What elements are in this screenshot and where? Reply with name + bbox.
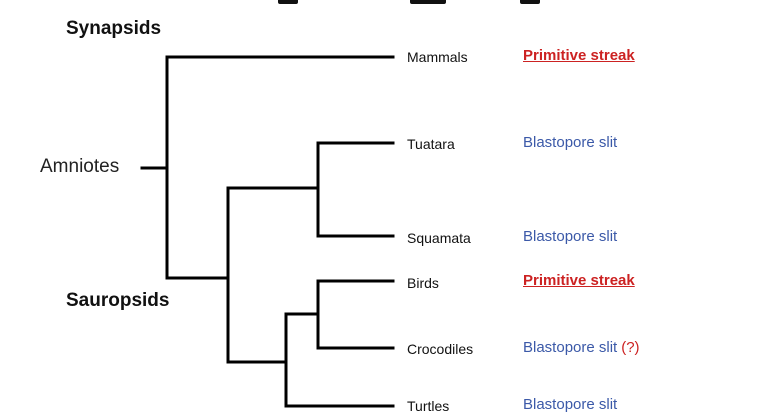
taxon-mammals: Mammals bbox=[407, 49, 468, 65]
mode-turtles: Blastopore slit bbox=[523, 396, 618, 413]
mode-crocodiles: Blastopore slit bbox=[523, 339, 618, 356]
taxon-turtles: Turtles bbox=[407, 398, 450, 414]
cropped-heading-fragment bbox=[0, 0, 761, 8]
mode-squamata: Blastopore slit bbox=[523, 228, 618, 245]
taxon-squamata: Squamata bbox=[407, 230, 471, 246]
uncertainty-note: (?) bbox=[621, 339, 640, 356]
taxon-tuatara: Tuatara bbox=[407, 136, 455, 152]
synapsids-label: Synapsids bbox=[66, 18, 162, 39]
taxon-crocodiles: Crocodiles bbox=[407, 341, 474, 357]
sauropsids-label: Sauropsids bbox=[66, 290, 170, 311]
mode-birds: Primitive streak bbox=[523, 272, 635, 289]
taxon-birds: Birds bbox=[407, 275, 439, 291]
mode-mammals: Primitive streak bbox=[523, 47, 635, 64]
mode-crocodiles-row: Blastopore slit (?) bbox=[523, 339, 640, 357]
mode-tuatara: Blastopore slit bbox=[523, 134, 618, 151]
amniotes-label: Amniotes bbox=[40, 156, 120, 177]
